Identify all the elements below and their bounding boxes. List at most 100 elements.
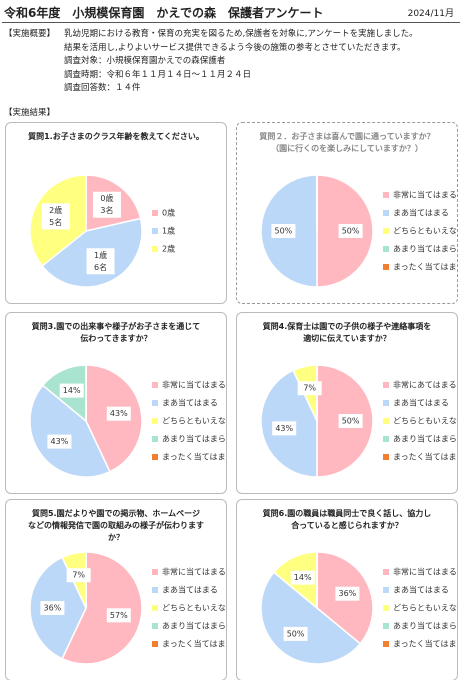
legend-swatch — [152, 569, 158, 575]
data-label: 50% — [287, 629, 305, 638]
label-box — [297, 381, 322, 396]
pie-chart: 50% 50% 非常に当てはまるまあ当てはまるどちらともいえないあまり当てはまらない… — [260, 174, 457, 288]
label-box — [335, 586, 360, 601]
label-box — [338, 414, 363, 428]
label-box — [272, 421, 297, 436]
data-label: 5名 — [49, 217, 62, 227]
pie-chart: 57% 36% 7% 非常に当てはまるまあ当てはまるどちらともいえないあまり当てはまら… — [29, 551, 226, 665]
data-label: 43% — [110, 409, 128, 418]
legend-swatch — [383, 587, 389, 593]
pie-chart: 0歳 3名 1歳 6名 2歳 5名 0歳 1歳 2歳 — [29, 174, 175, 288]
legend-swatch — [383, 210, 389, 216]
legend-swatch — [383, 641, 389, 647]
chart-panel: 質問1.お子さまのクラス年齢を教えてください。 0歳 3名 1歳 6名 2歳 5名 0歳 1歳 2… — [5, 122, 227, 304]
summary-label: 【実施概要】 — [4, 29, 56, 39]
legend-swatch — [152, 641, 158, 647]
summary-lines: 乳幼児期における教育・保育の充実を図るため,保護者を対象に,アンケートを実施しま… — [64, 28, 460, 96]
data-label: 50% — [275, 227, 293, 236]
legend-swatch — [152, 210, 158, 216]
legend-swatch — [152, 382, 158, 388]
legend-label: 非常に当てはまる — [393, 190, 457, 200]
label-box — [271, 224, 296, 238]
legend-swatch — [383, 436, 389, 442]
summary-line: 結果を活用し,よりよいサービス提供できるよう今後の施策の参考とさせていただきます… — [64, 42, 406, 53]
legend-label: まあ当てはまる — [162, 585, 218, 595]
legend-label: どちらともいえない — [162, 604, 226, 613]
label-box — [47, 434, 72, 449]
legend-label: まったく当てはまらない — [162, 452, 226, 462]
legend-swatch — [383, 192, 389, 198]
data-label-category: 0歳 — [100, 193, 113, 203]
label-box — [86, 248, 115, 275]
legend-label: まあ当てはまる — [393, 398, 449, 408]
data-label: 50% — [342, 417, 360, 426]
legend-label: あまり当てはまらない — [393, 434, 457, 444]
legend-label: あまり当てはまらない — [162, 621, 226, 631]
chart-title: 質問5.園だよりや園での掲示物、ホームページなどの情報発信で園の取組みの様子が伝… — [28, 509, 204, 542]
legend-swatch — [152, 623, 158, 629]
legend-swatch — [152, 587, 158, 593]
legend-label: まったく当てはまらない — [393, 639, 457, 649]
legend-swatch — [383, 569, 389, 575]
data-label: 36% — [339, 589, 357, 598]
data-label-category: 1歳 — [94, 250, 107, 260]
date: 2024/11月 — [407, 9, 454, 19]
legend-swatch — [383, 382, 389, 388]
legend-swatch — [152, 436, 158, 442]
summary-line: 調査時期：令和６年１１月１４日～１１月２４日 — [64, 69, 252, 80]
summary: 【実施概要】 乳幼児期における教育・保育の充実を図るため,保護者を対象に,アンケ… — [4, 28, 418, 93]
pie-chart: 43% 43% 14% 非常に当てはまるまあ当てはまるどちらともいえないあまり当てはま… — [29, 364, 226, 478]
data-label-category: 2歳 — [49, 205, 62, 215]
legend-swatch — [383, 400, 389, 406]
legend-swatch — [383, 605, 389, 611]
legend-label: どちらともいえない — [393, 417, 457, 426]
legend-label: 0歳 — [162, 208, 175, 218]
legend-swatch — [383, 228, 389, 234]
data-label: 57% — [110, 611, 128, 620]
summary-line: 乳幼児期における教育・保育の充実を図るため,保護者を対象に,アンケートを実施しま… — [64, 29, 418, 39]
data-label: 7% — [303, 384, 316, 393]
pie-chart: 50% 43% 7% 非常にあてはまるまあ当てはまるどちらともいえないあまり当てはまら… — [260, 364, 457, 478]
legend-label: どちらともいえない — [162, 417, 226, 426]
legend-label: あまり当てはまらない — [393, 244, 457, 254]
legend-swatch — [152, 418, 158, 424]
data-label: 7% — [72, 571, 85, 580]
summary-line: 調査対象：小規模保育園かえでの森保護者 — [64, 56, 226, 67]
chart-title: 質問4.保育士は園での子供の様子や連絡事項を適切に伝えていますか？ — [262, 322, 432, 343]
chart-panel: 質問6.園の職員は職員同士で良く話し、協力し合っていると感じられますか？ 36% 5… — [236, 499, 458, 680]
label-box — [92, 191, 121, 218]
label-box — [41, 203, 70, 230]
legend-label: どちらともいえない — [393, 604, 457, 613]
data-label: 43% — [275, 424, 293, 433]
legend-swatch — [383, 418, 389, 424]
legend-swatch — [152, 454, 158, 460]
summary-line: 調査回答数：１４件 — [64, 83, 141, 94]
chart-title: 質問1.お子さまのクラス年齢を教えてください。 — [28, 132, 204, 141]
label-box — [283, 626, 308, 641]
legend-label: どちらともいえない — [393, 227, 457, 236]
chart-title: 質問２．お子さまは喜んで園に通っていますか？（園に行くのを楽しみにしていますか？… — [259, 132, 435, 153]
data-label: 50% — [342, 227, 360, 236]
legend-swatch — [152, 246, 158, 252]
legend-swatch — [383, 264, 389, 270]
label-box — [290, 570, 315, 585]
legend-label: まあ当てはまる — [393, 208, 449, 218]
label-box — [66, 568, 91, 583]
data-label: 14% — [294, 573, 312, 582]
legend-swatch — [383, 623, 389, 629]
chart-panel: 質問5.園だよりや園での掲示物、ホームページなどの情報発信で園の取組みの様子が伝… — [5, 499, 227, 680]
data-label: 3名 — [100, 205, 113, 215]
legend-label: まあ当てはまる — [393, 585, 449, 595]
data-label: 6名 — [94, 262, 107, 272]
chart-panel: 質問4.保育士は園での子供の様子や連絡事項を適切に伝えていますか？ 50% 43% 7… — [236, 312, 458, 494]
pie-slice — [260, 571, 362, 665]
legend-swatch — [152, 228, 158, 234]
legend-label: 非常にあてはまる — [393, 380, 457, 390]
legend-label: あまり当てはまらない — [162, 434, 226, 444]
label-box — [106, 406, 131, 421]
legend-swatch — [383, 454, 389, 460]
chart-panel: 質問3.園での出来事や様子がお子さまを通じて伝わってきますか？ 43% 43% 14%… — [5, 312, 227, 494]
pie-slice — [29, 384, 111, 478]
label-box — [106, 608, 131, 623]
